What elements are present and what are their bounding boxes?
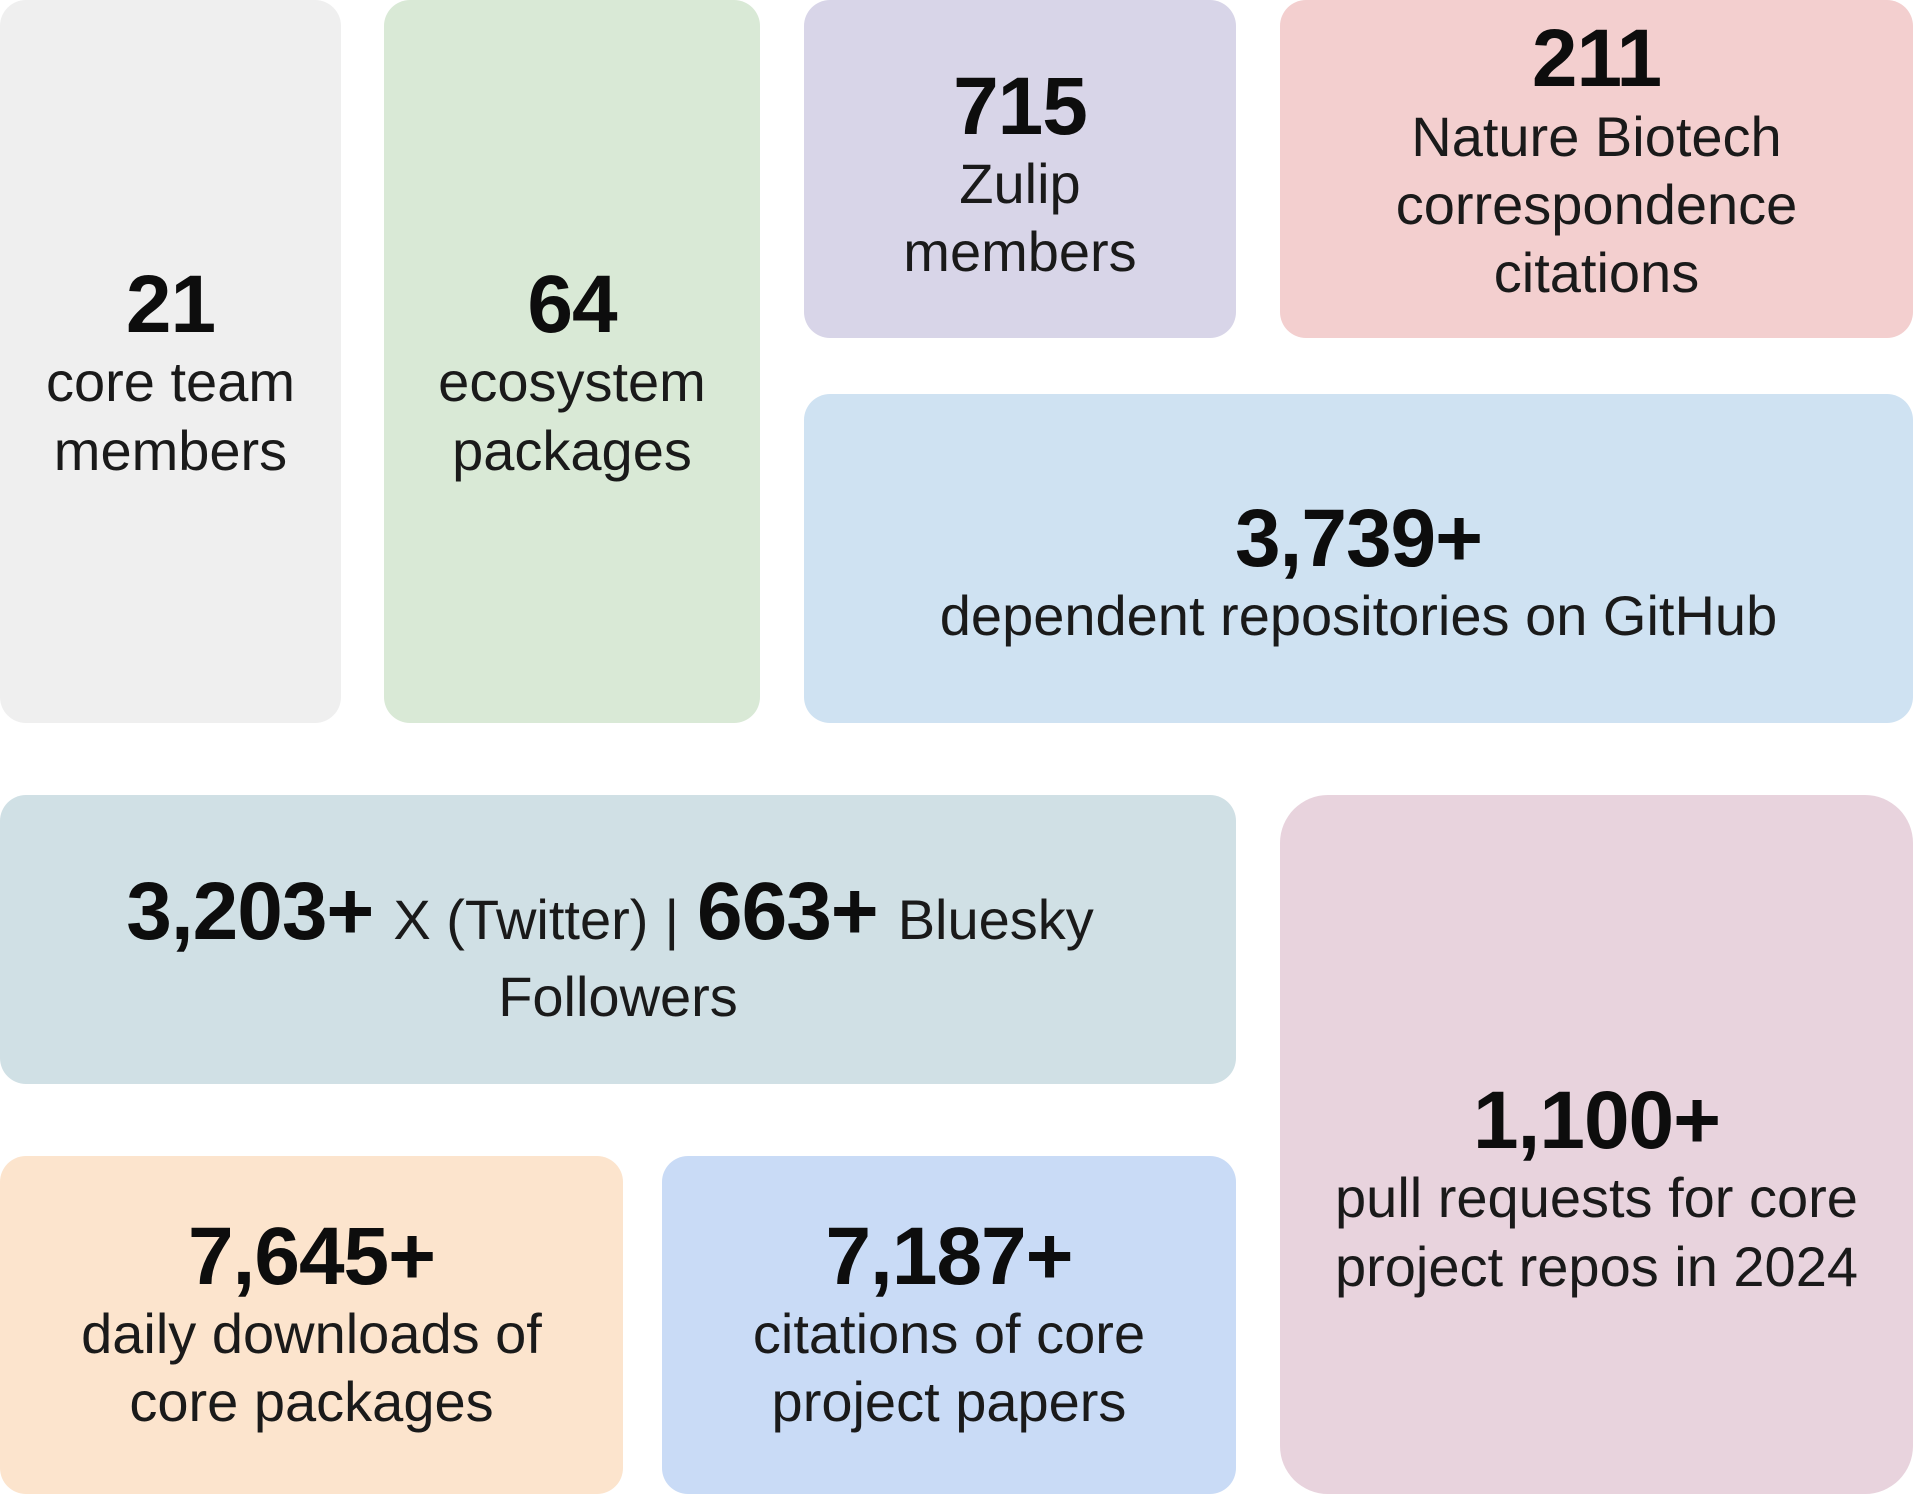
- stat-label: Zulip members: [903, 151, 1137, 284]
- stat-value: 21: [125, 259, 216, 351]
- stat-value: 7,187+: [825, 1210, 1073, 1302]
- stat-label: daily downloads of core packages: [81, 1301, 542, 1434]
- separator: |: [664, 888, 679, 952]
- stat-tile-daily-downloads: 7,645+ daily downloads of core packages: [0, 1156, 623, 1494]
- bluesky-followers-value: 663+: [696, 866, 879, 958]
- stat-label: Nature Biotech correspondence citations: [1395, 104, 1798, 305]
- x-followers-label: X (Twitter): [393, 888, 649, 952]
- stat-tile-ecosystem-packages: 64 ecosystem packages: [384, 0, 760, 723]
- stat-tile-paper-citations: 7,187+ citations of core project papers: [662, 1156, 1236, 1494]
- stat-tile-social-followers: 3,203+ X (Twitter) | 663+ Bluesky Follow…: [0, 795, 1236, 1084]
- stat-tile-pull-requests: 1,100+ pull requests for core project re…: [1280, 795, 1913, 1494]
- stat-label: pull requests for core project repos in …: [1334, 1166, 1858, 1298]
- bluesky-followers-label: Bluesky: [897, 888, 1094, 952]
- x-followers-value: 3,203+: [126, 866, 374, 958]
- stat-value: 211: [1531, 13, 1662, 105]
- stat-label: dependent repositories on GitHub: [939, 584, 1778, 648]
- stat-value: 3,739+: [1234, 493, 1483, 585]
- stat-value: 64: [527, 259, 617, 351]
- followers-label: Followers: [498, 965, 738, 1029]
- stat-value: 7,645+: [187, 1210, 436, 1302]
- stat-tile-nature-biotech-citations: 211 Nature Biotech correspondence citati…: [1280, 0, 1913, 338]
- stat-value: 1,100+: [1472, 1075, 1721, 1167]
- stat-label: ecosystem packages: [438, 350, 706, 482]
- social-followers-line: 3,203+ X (Twitter) | 663+ Bluesky: [126, 869, 1110, 955]
- stat-tile-github-dependents: 3,739+ dependent repositories on GitHub: [804, 394, 1913, 723]
- stat-label: core team members: [46, 350, 295, 482]
- stat-value: 715: [953, 60, 1088, 152]
- stat-tile-core-team: 21 core team members: [0, 0, 341, 723]
- stat-label: citations of core project papers: [752, 1301, 1146, 1434]
- stat-tile-zulip-members: 715 Zulip members: [804, 0, 1236, 338]
